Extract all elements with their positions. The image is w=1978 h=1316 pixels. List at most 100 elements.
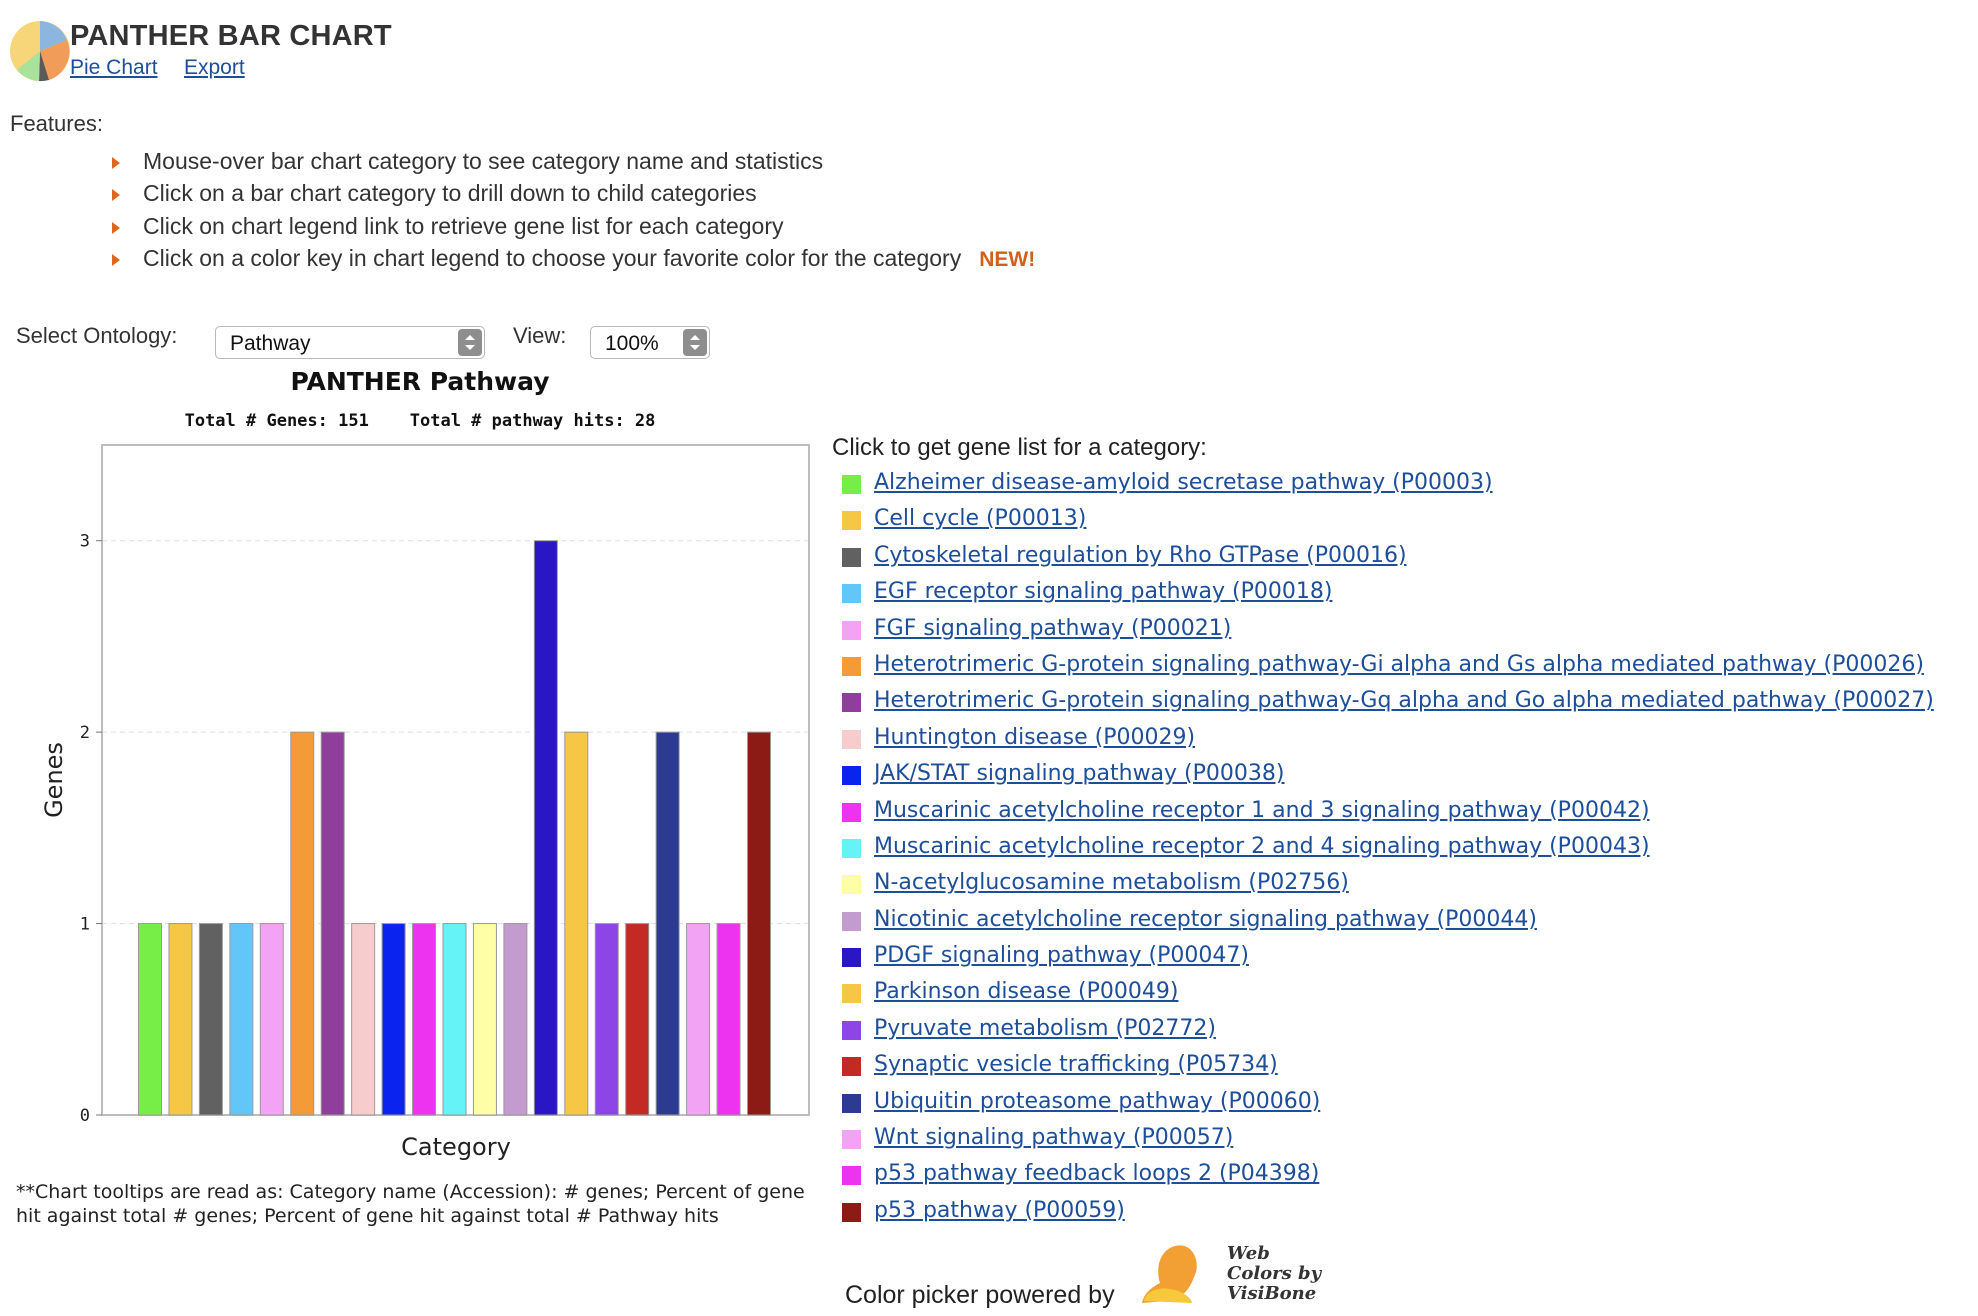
legend-color-key[interactable] xyxy=(842,948,861,968)
export-link[interactable]: Export xyxy=(184,56,245,79)
legend-gene-list-link[interactable]: Muscarinic acetylcholine receptor 2 and … xyxy=(874,833,1650,859)
legend-gene-list-link[interactable]: Ubiquitin proteasome pathway (P00060) xyxy=(874,1088,1321,1114)
bar[interactable]: Cytoskeletal regulation by Rho GTPase (P… xyxy=(198,923,223,1116)
legend-gene-list-link[interactable]: Heterotrimeric G-protein signaling pathw… xyxy=(874,651,1924,677)
legend-color-key[interactable] xyxy=(842,656,861,676)
legend-color-key[interactable] xyxy=(842,1130,861,1150)
bar[interactable]: JAK/STAT signaling pathway (P00038) xyxy=(381,923,406,1116)
legend-gene-list-link[interactable]: PDGF signaling pathway (P00047) xyxy=(874,943,1249,969)
view-select[interactable]: 100% xyxy=(590,326,710,359)
legend-gene-list-link[interactable]: Nicotinic acetylcholine receptor signali… xyxy=(874,906,1537,932)
ontology-select-value: Pathway xyxy=(230,332,311,355)
x-axis-label: Category xyxy=(401,1133,511,1161)
bar[interactable]: Nicotinic acetylcholine receptor signali… xyxy=(503,923,528,1116)
grid-lines xyxy=(102,540,809,925)
legend-gene-list-link[interactable]: Muscarinic acetylcholine receptor 1 and … xyxy=(874,797,1650,823)
feature-text: Mouse-over bar chart category to see cat… xyxy=(143,148,824,174)
feature-text: Click on a color key in chart legend to … xyxy=(143,244,962,271)
legend-gene-list-link[interactable]: Wnt signaling pathway (P00057) xyxy=(874,1125,1234,1151)
legend-color-key[interactable] xyxy=(842,547,861,567)
legend-color-key[interactable] xyxy=(842,1020,861,1040)
legend-color-key[interactable] xyxy=(842,766,861,786)
y-tick-label: 0 xyxy=(80,1106,90,1126)
svg-text:Colors by: Colors by xyxy=(1227,1263,1323,1284)
legend-gene-list-link[interactable]: Cell cycle (P00013) xyxy=(874,506,1087,532)
bar[interactable]: Muscarinic acetylcholine receptor 1 and … xyxy=(412,923,437,1116)
app-title: PANTHER BAR CHART xyxy=(70,20,392,52)
select-stepper-icon xyxy=(683,329,707,356)
bar[interactable]: Heterotrimeric G-protein signaling pathw… xyxy=(290,731,315,1116)
legend-gene-list-link[interactable]: Synaptic vesicle trafficking (P05734) xyxy=(874,1052,1278,1078)
legend-gene-list-link[interactable]: Pyruvate metabolism (P02772) xyxy=(874,1015,1216,1041)
legend-color-key[interactable] xyxy=(842,620,861,640)
legend-gene-list-link[interactable]: Heterotrimeric G-protein signaling pathw… xyxy=(874,688,1934,714)
feature-item: Click on a color key in chart legend to … xyxy=(112,244,1035,276)
legend-color-key[interactable] xyxy=(842,584,861,604)
bar[interactable]: Cell cycle (P00013) xyxy=(168,923,193,1116)
bar[interactable]: PDGF signaling pathway (P00047) xyxy=(533,540,558,1116)
view-select-value: 100% xyxy=(605,332,659,355)
legend-gene-list-link[interactable]: FGF signaling pathway (P00021) xyxy=(874,615,1232,641)
bar[interactable]: Wnt signaling pathway (P00057) xyxy=(686,923,711,1116)
legend-gene-list-link[interactable]: JAK/STAT signaling pathway (P00038) xyxy=(874,761,1285,787)
legend-gene-list-link[interactable]: N-acetylglucosamine metabolism (P02756) xyxy=(874,870,1349,896)
legend-heading: Click to get gene list for a category: xyxy=(832,434,1207,461)
y-tick-label: 3 xyxy=(80,532,90,552)
legend-color-key[interactable] xyxy=(842,693,861,713)
legend-gene-list-link[interactable]: Huntington disease (P00029) xyxy=(874,724,1196,750)
bar[interactable]: Parkinson disease (P00049) xyxy=(564,731,589,1116)
legend-gene-list-link[interactable]: Alzheimer disease-amyloid secretase path… xyxy=(874,470,1493,495)
legend-gene-list-link[interactable]: Parkinson disease (P00049) xyxy=(874,979,1179,1005)
pie-chart-link[interactable]: Pie Chart xyxy=(70,56,158,79)
bar[interactable]: Muscarinic acetylcholine receptor 2 and … xyxy=(442,923,467,1116)
bar[interactable]: N-acetylglucosamine metabolism (P02756) xyxy=(472,923,497,1116)
legend-color-key[interactable] xyxy=(842,475,861,494)
legend-gene-list-link[interactable]: Cytoskeletal regulation by Rho GTPase (P… xyxy=(874,542,1407,568)
arrow-bullet-icon xyxy=(112,157,120,169)
bar[interactable]: Heterotrimeric G-protein signaling pathw… xyxy=(320,731,345,1116)
bar[interactable]: Huntington disease (P00029) xyxy=(351,923,376,1116)
feature-text: Click on a bar chart category to drill d… xyxy=(143,180,757,207)
bar[interactable]: FGF signaling pathway (P00021) xyxy=(259,923,284,1116)
bar[interactable]: p53 pathway (P00059) xyxy=(747,731,771,1116)
feature-text: Click on chart legend link to retrieve g… xyxy=(143,212,784,239)
chart-title: PANTHER Pathway xyxy=(290,367,549,396)
color-picker-credit: Color picker powered by xyxy=(845,1281,1115,1309)
bar[interactable]: EGF receptor signaling pathway (P00018) xyxy=(229,923,254,1116)
legend-color-key[interactable] xyxy=(842,1057,861,1077)
legend-gene-list-link[interactable]: EGF receptor signaling pathway (P00018) xyxy=(874,579,1333,605)
arrow-bullet-icon xyxy=(112,253,120,266)
bar[interactable]: Alzheimer disease-amyloid secretase path… xyxy=(138,923,162,1116)
legend-color-key[interactable] xyxy=(842,729,861,749)
features-list: Mouse-over bar chart category to see cat… xyxy=(112,147,1035,276)
ontology-label: Select Ontology: xyxy=(16,323,178,348)
visibone-logo[interactable]: Web Colors by VisiBone xyxy=(1132,1237,1332,1309)
arrow-bullet-icon xyxy=(112,221,120,234)
legend-color-key[interactable] xyxy=(842,1166,861,1186)
legend-color-key[interactable] xyxy=(842,802,861,822)
legend-color-key[interactable] xyxy=(842,511,861,531)
feature-item: Click on a bar chart category to drill d… xyxy=(112,179,1035,211)
ontology-select[interactable]: Pathway xyxy=(215,326,485,359)
arrow-bullet-icon xyxy=(112,189,120,202)
select-stepper-icon xyxy=(458,329,482,356)
legend-color-key[interactable] xyxy=(842,1202,861,1222)
legend-color-key[interactable] xyxy=(842,838,861,858)
y-tick-label: 2 xyxy=(80,723,90,743)
feature-item: Click on chart legend link to retrieve g… xyxy=(112,212,1035,244)
legend-gene-list-link[interactable]: p53 pathway feedback loops 2 (P04398) xyxy=(874,1161,1320,1187)
bar[interactable]: p53 pathway feedback loops 2 (P04398) xyxy=(716,923,741,1116)
feature-item: Mouse-over bar chart category to see cat… xyxy=(112,147,1035,179)
legend-color-key[interactable] xyxy=(842,911,861,931)
legend-color-key[interactable] xyxy=(842,1093,861,1113)
bar[interactable]: Synaptic vesicle trafficking (P05734) xyxy=(625,923,650,1116)
bar[interactable]: Ubiquitin proteasome pathway (P00060) xyxy=(655,731,680,1116)
view-label: View: xyxy=(513,323,567,348)
legend-color-key[interactable] xyxy=(842,984,861,1004)
new-badge: NEW! xyxy=(979,247,1036,271)
legend-gene-list-link[interactable]: p53 pathway (P00059) xyxy=(874,1197,1125,1223)
chart-subtitle: Total # Genes: 151 Total # pathway hits:… xyxy=(185,411,656,431)
bar[interactable]: Pyruvate metabolism (P02772) xyxy=(594,923,619,1116)
y-axis: 0 1 2 3 xyxy=(80,532,102,1126)
legend-color-key[interactable] xyxy=(842,875,861,895)
